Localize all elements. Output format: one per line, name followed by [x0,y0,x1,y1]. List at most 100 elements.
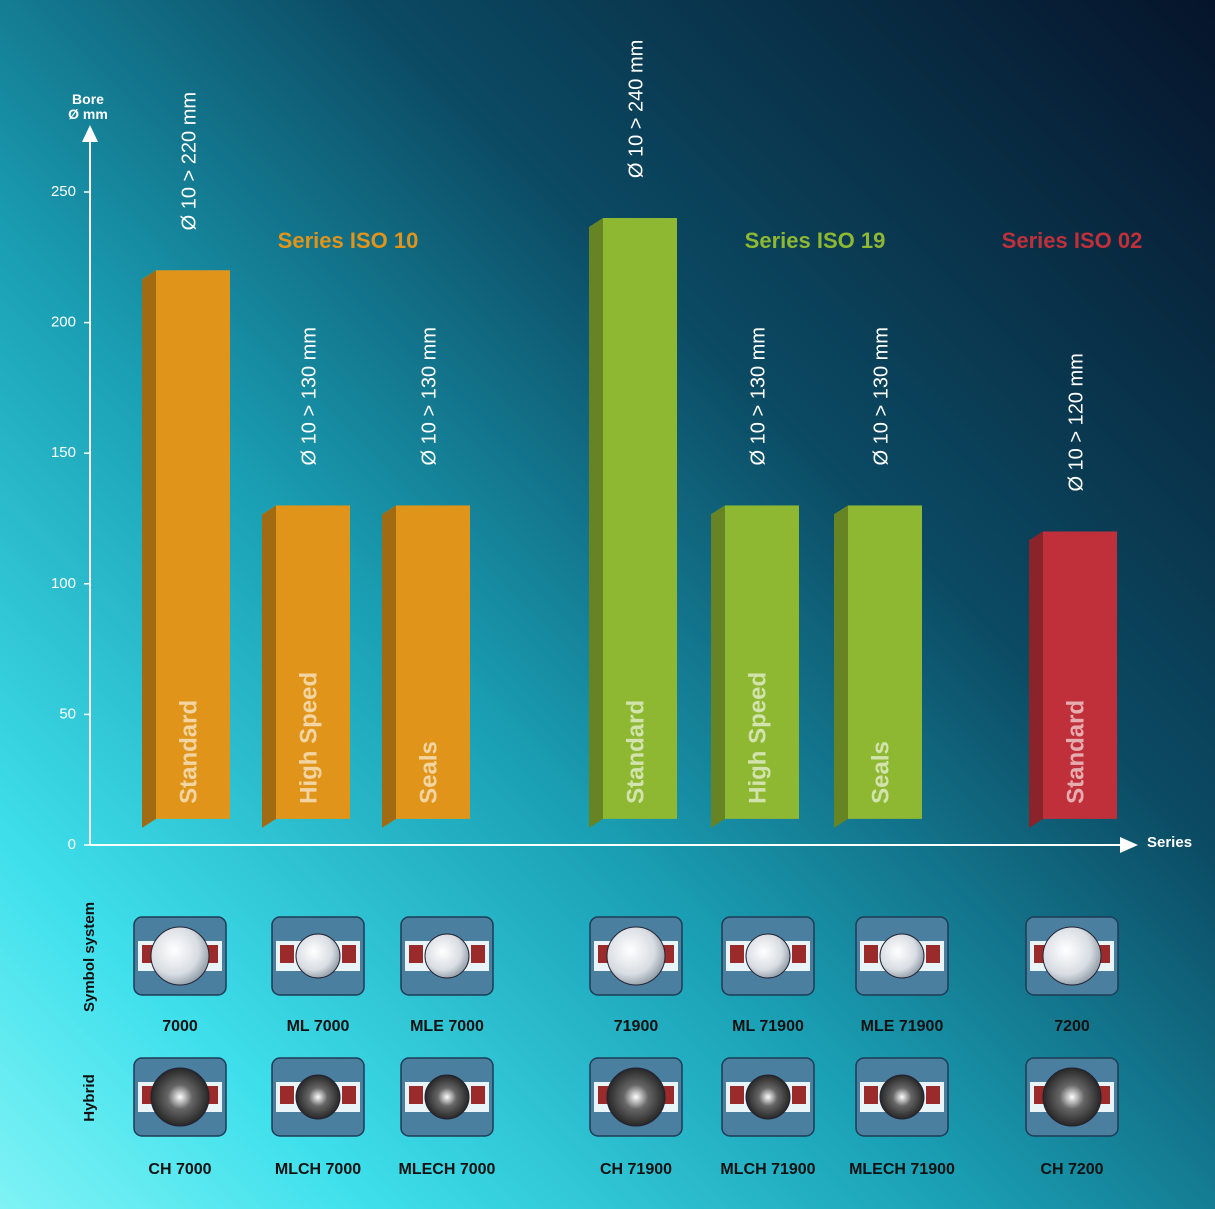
bearing-icon [721,916,815,996]
bar-label: Standard [1062,700,1089,804]
icon-ball [879,933,925,979]
bearing-icon [1025,1057,1119,1137]
bar-label: High Speed [744,672,771,804]
value-label: Ø 10 > 130 mm [298,327,320,465]
icon-cage-l [730,1086,744,1104]
bar [1043,531,1117,819]
bar [848,505,922,819]
bearing-code: MLECH 71900 [849,1161,955,1178]
bar-side [1029,531,1043,828]
bar [725,505,799,819]
icon-ball [745,933,791,979]
icon-ball [150,1067,210,1127]
bar-side [589,218,603,828]
y-tick-label: 50 [59,705,76,722]
bar-label: Standard [622,700,649,804]
icon-ball [150,926,210,986]
bearing-icon [855,1057,949,1137]
icon-ball [295,1074,341,1120]
icon-cage-l [409,1086,423,1104]
bearing-icon [589,916,683,996]
bar-side [711,505,725,828]
bar [276,505,350,819]
bearing-code: ML 7000 [287,1018,350,1035]
icon-ball [1042,1067,1102,1127]
bearing-code: ML 71900 [732,1018,804,1035]
icon-ball [295,933,341,979]
icon-cage-r [342,945,356,963]
x-axis-label: Series [1147,834,1192,851]
bearing-code: MLCH 7000 [275,1161,361,1178]
series-title: Series ISO 02 [1002,228,1143,253]
bearing-code: 71900 [614,1018,659,1035]
bar-label: Seals [867,741,894,804]
y-axis-arrow [82,125,98,142]
bearing-code: 7000 [162,1018,198,1035]
bar [396,505,470,819]
y-tick-label: 200 [51,314,76,331]
icon-cage-r [792,1086,806,1104]
icon-ball [424,933,470,979]
value-label: Ø 10 > 130 mm [870,327,892,465]
bearing-code: MLE 71900 [861,1018,944,1035]
row-label: Hybrid [81,1074,98,1122]
bar [603,218,677,819]
bearing-code: 7200 [1054,1018,1090,1035]
icon-cage-r [792,945,806,963]
icon-ball [606,926,666,986]
value-label: Ø 10 > 130 mm [747,327,769,465]
icon-cage-l [280,1086,294,1104]
bar-label: Seals [415,741,442,804]
x-axis-arrow [1120,837,1138,853]
bearing-icon [271,916,365,996]
icon-ball [879,1074,925,1120]
value-label: Ø 10 > 130 mm [418,327,440,465]
bearing-icon [400,916,494,996]
bearing-code: MLCH 71900 [720,1161,815,1178]
bar-side [382,505,396,828]
bar [156,270,230,819]
icon-cage-r [342,1086,356,1104]
icon-cage-l [864,1086,878,1104]
icon-cage-r [926,945,940,963]
bar-side [142,270,156,828]
bearing-icon [589,1057,683,1137]
icon-ball [1042,926,1102,986]
bearing-icon [1025,916,1119,996]
bearing-code: CH 7200 [1040,1161,1103,1178]
y-tick-label: 100 [51,575,76,592]
bearing-code: MLE 7000 [410,1018,484,1035]
bar-side [834,505,848,828]
bearing-icon [855,916,949,996]
y-axis-label: Bore Ø mm [68,91,108,122]
icon-cage-l [730,945,744,963]
icon-cage-r [471,1086,485,1104]
icon-cage-r [471,945,485,963]
value-label: Ø 10 > 240 mm [625,40,647,178]
bearing-icon [271,1057,365,1137]
bar-side [262,505,276,828]
bearing-icon [400,1057,494,1137]
y-tick-label: 250 [51,183,76,200]
bearing-icon [721,1057,815,1137]
bar-label: Standard [175,700,202,804]
icon-ball [606,1067,666,1127]
icon-cage-l [864,945,878,963]
icon-cage-l [409,945,423,963]
icon-cage-l [280,945,294,963]
bearing-code: CH 71900 [600,1161,672,1178]
bearing-icon [133,916,227,996]
y-tick-label: 0 [68,836,76,853]
value-label: Ø 10 > 120 mm [1065,353,1087,491]
icon-ball [424,1074,470,1120]
bearing-icon [133,1057,227,1137]
series-title: Series ISO 10 [278,228,419,253]
y-tick-label: 150 [51,444,76,461]
value-label: Ø 10 > 220 mm [178,92,200,230]
bearing-code: CH 7000 [148,1161,211,1178]
series-title: Series ISO 19 [745,228,886,253]
bearing-code: MLECH 7000 [399,1161,496,1178]
icon-cage-r [926,1086,940,1104]
row-label: Symbol system [81,902,98,1012]
